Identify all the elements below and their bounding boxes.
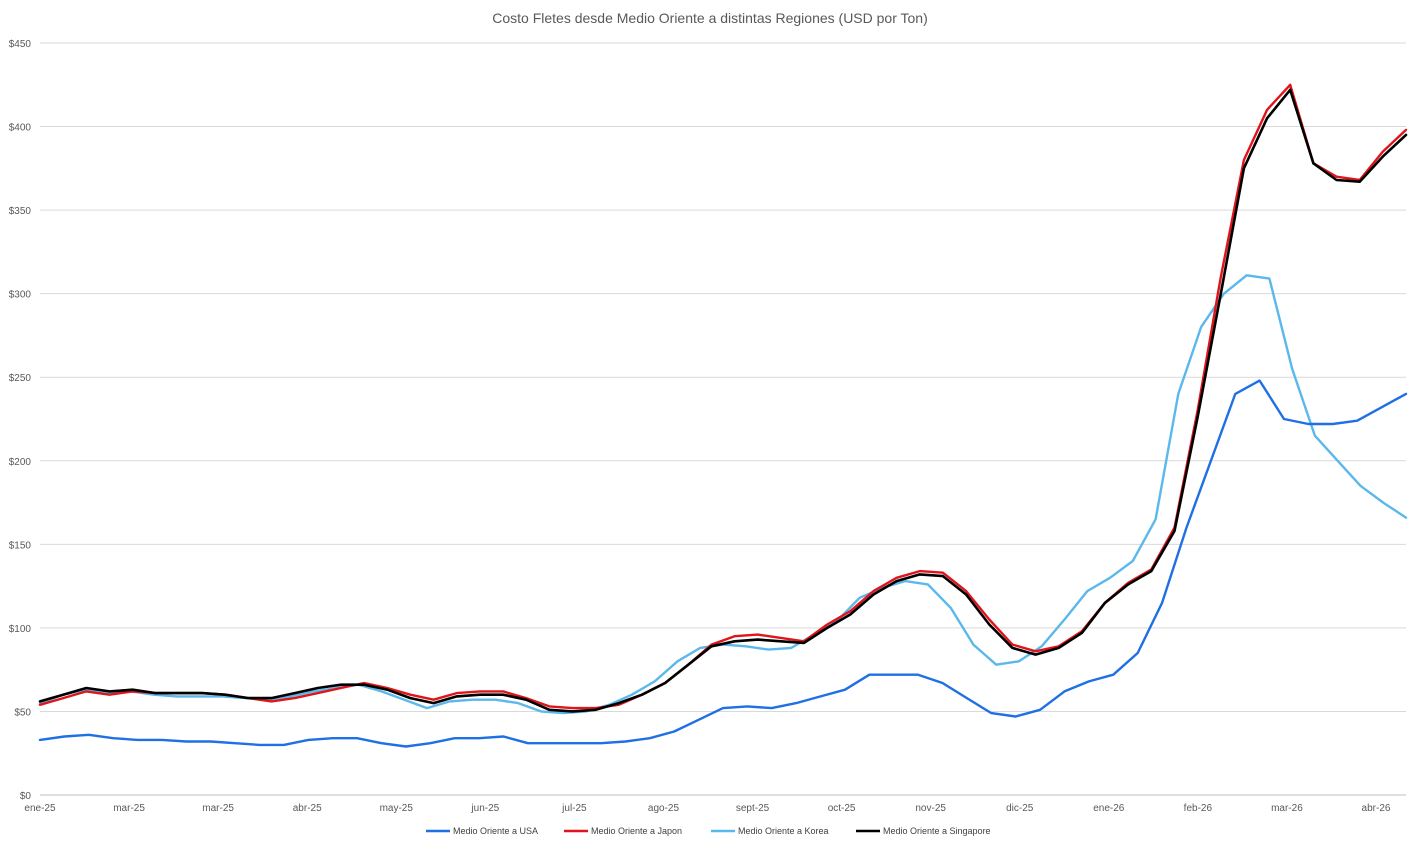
x-tick-label: ene-25 <box>24 803 56 814</box>
x-tick-label: jul-25 <box>561 803 587 814</box>
x-tick-label: abr-25 <box>293 803 322 814</box>
chart-title: Costo Fletes desde Medio Oriente a disti… <box>492 10 928 26</box>
y-tick-label: $300 <box>9 290 32 301</box>
legend-label: Medio Oriente a Singapore <box>883 826 991 836</box>
x-tick-label: feb-26 <box>1184 803 1213 814</box>
y-tick-label: $450 <box>9 39 32 50</box>
x-tick-label: mar-25 <box>202 803 234 814</box>
x-tick-label: mar-25 <box>113 803 145 814</box>
y-tick-label: $400 <box>9 123 32 134</box>
y-axis-tick-labels: $0 $50 $100 $150 $200 $250 $300 $350 $400 $450 <box>9 39 32 802</box>
gridlines <box>40 42 1406 712</box>
x-tick-label: mar-26 <box>1271 803 1303 814</box>
y-tick-label: $150 <box>9 540 32 551</box>
x-tick-label: ago-25 <box>648 803 680 814</box>
y-tick-label: $0 <box>20 791 32 802</box>
legend-label: Medio Oriente a Japon <box>591 826 682 836</box>
x-axis-tick-labels: ene-25 mar-25 mar-25 abr-25 may-25 jun-25 jul-… <box>24 803 1390 814</box>
x-tick-label: may-25 <box>380 803 414 814</box>
legend-item: Medio Oriente a Singapore <box>856 826 991 836</box>
x-tick-label: oct-25 <box>828 803 856 814</box>
series-line-medio-oriente-a-usa <box>38 379 1408 748</box>
y-tick-label: $350 <box>9 206 32 217</box>
legend-label: Medio Oriente a USA <box>453 826 538 836</box>
y-tick-label: $250 <box>9 373 32 384</box>
x-tick-label: abr-26 <box>1362 803 1391 814</box>
x-tick-label: sept-25 <box>736 803 770 814</box>
series-lines <box>38 83 1408 748</box>
x-tick-label: dic-25 <box>1006 803 1034 814</box>
y-tick-label: $50 <box>14 707 31 718</box>
series-line-medio-oriente-a-korea <box>38 274 1408 715</box>
series-line-medio-oriente-a-singapore <box>38 88 1408 713</box>
legend-label: Medio Oriente a Korea <box>738 826 829 836</box>
x-tick-label: ene-26 <box>1093 803 1125 814</box>
y-tick-label: $200 <box>9 457 32 468</box>
x-tick-label: jun-25 <box>470 803 499 814</box>
legend: Medio Oriente a USA Medio Oriente a Japon… <box>426 826 991 836</box>
legend-item: Medio Oriente a Japon <box>564 826 682 836</box>
y-tick-label: $100 <box>9 624 32 635</box>
legend-item: Medio Oriente a Korea <box>711 826 829 836</box>
x-tick-label: nov-25 <box>915 803 946 814</box>
legend-item: Medio Oriente a USA <box>426 826 538 836</box>
